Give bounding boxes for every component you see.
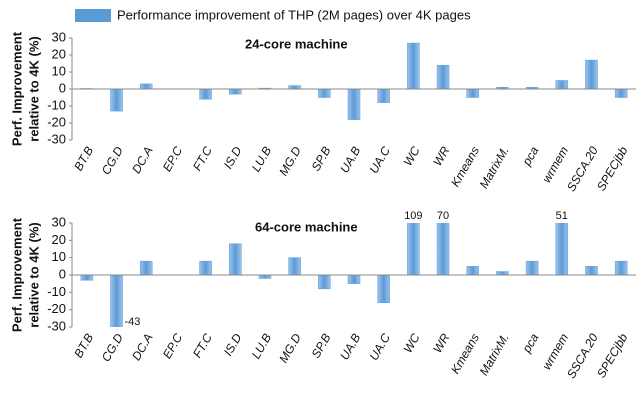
x-tick-label: CG.D xyxy=(99,144,126,177)
y-tick-label: -10 xyxy=(47,97,66,112)
x-tick-label: BT.B xyxy=(71,331,96,360)
value-label: -43 xyxy=(125,316,141,328)
x-tick-label: SP.B xyxy=(309,331,334,360)
x-tick-label: DC.A xyxy=(129,144,155,176)
x-tick-label: MG.D xyxy=(276,331,304,365)
x-tick-label: UA.B xyxy=(337,144,363,175)
x-tick-label: wrmem xyxy=(539,331,571,372)
y-axis-label: relative to 4K (%) xyxy=(26,222,41,327)
x-tick-label: WR xyxy=(430,331,452,356)
x-tick-label: WC xyxy=(401,331,423,356)
x-tick-label: WC xyxy=(401,144,423,169)
x-tick-label: BT.B xyxy=(71,144,96,173)
bar xyxy=(614,260,628,276)
y-tick-label: 0 xyxy=(59,80,66,95)
y-tick-label: 30 xyxy=(52,29,66,44)
x-tick-label: WR xyxy=(430,144,452,169)
y-tick-label: -10 xyxy=(47,284,66,299)
x-tick-label: UA.C xyxy=(367,331,394,363)
value-label: 109 xyxy=(404,210,422,222)
legend-swatch xyxy=(75,9,111,22)
y-tick-label: 0 xyxy=(59,266,66,281)
bar xyxy=(407,223,420,276)
y-tick-label: -30 xyxy=(47,318,66,333)
legend-label: Performance improvement of THP (2M pages… xyxy=(117,7,471,22)
x-tick-label: MG.D xyxy=(276,144,304,178)
x-tick-label: FT.C xyxy=(190,331,215,360)
bar xyxy=(614,88,628,98)
bar xyxy=(377,274,390,303)
bar xyxy=(377,88,390,103)
x-tick-label: EP.C xyxy=(160,331,186,361)
y-tick-label: -30 xyxy=(47,131,66,146)
bar xyxy=(318,274,331,290)
x-tick-label: CG.D xyxy=(99,331,126,364)
bar xyxy=(288,257,301,276)
bar xyxy=(496,271,509,276)
y-axis-label: Perf. Improvement xyxy=(9,31,24,146)
y-tick-label: -20 xyxy=(47,114,66,129)
bar xyxy=(229,88,242,95)
y-tick-label: -20 xyxy=(47,301,66,316)
chart-title: 64-core machine xyxy=(255,219,358,234)
x-tick-label: EP.C xyxy=(160,144,186,174)
bar xyxy=(585,59,598,90)
bar xyxy=(139,260,153,276)
y-tick-label: 10 xyxy=(52,63,66,78)
bar xyxy=(199,260,212,276)
x-tick-label: IS.D xyxy=(221,331,245,359)
chart-title: 24-core machine xyxy=(245,36,348,51)
bar xyxy=(318,88,331,98)
x-tick-label: FT.C xyxy=(190,144,215,173)
x-tick-label: LU.B xyxy=(249,331,274,361)
x-tick-label: pca xyxy=(519,331,541,356)
bar xyxy=(555,223,569,276)
bar xyxy=(110,88,123,112)
bar xyxy=(466,266,479,276)
bar xyxy=(555,80,569,90)
bar xyxy=(80,274,94,281)
x-tick-label: IS.D xyxy=(221,144,245,172)
y-tick-label: 20 xyxy=(52,46,66,61)
y-tick-label: 20 xyxy=(52,232,66,247)
bar xyxy=(525,260,539,276)
bar xyxy=(585,266,598,276)
bar xyxy=(139,83,153,90)
x-tick-label: SP.B xyxy=(309,144,334,173)
bar xyxy=(229,243,242,276)
value-label: 70 xyxy=(437,210,449,222)
bar xyxy=(436,64,450,90)
x-tick-label: pca xyxy=(519,144,541,169)
bar xyxy=(347,88,361,120)
bar xyxy=(258,274,272,279)
bar xyxy=(407,42,420,90)
x-tick-label: DC.A xyxy=(129,331,155,363)
y-tick-label: 10 xyxy=(52,249,66,264)
x-tick-label: wrmem xyxy=(539,144,571,185)
x-tick-label: UA.B xyxy=(337,331,363,362)
bar xyxy=(199,88,212,100)
x-tick-label: LU.B xyxy=(249,144,274,174)
bar xyxy=(466,88,479,98)
x-tick-label: UA.C xyxy=(367,144,394,176)
bar xyxy=(288,85,301,90)
y-tick-label: 30 xyxy=(52,214,66,229)
y-axis-label: relative to 4K (%) xyxy=(26,36,41,141)
value-label: 51 xyxy=(556,210,568,222)
y-axis-label: Perf. Improvement xyxy=(9,217,24,332)
bar xyxy=(347,274,361,284)
